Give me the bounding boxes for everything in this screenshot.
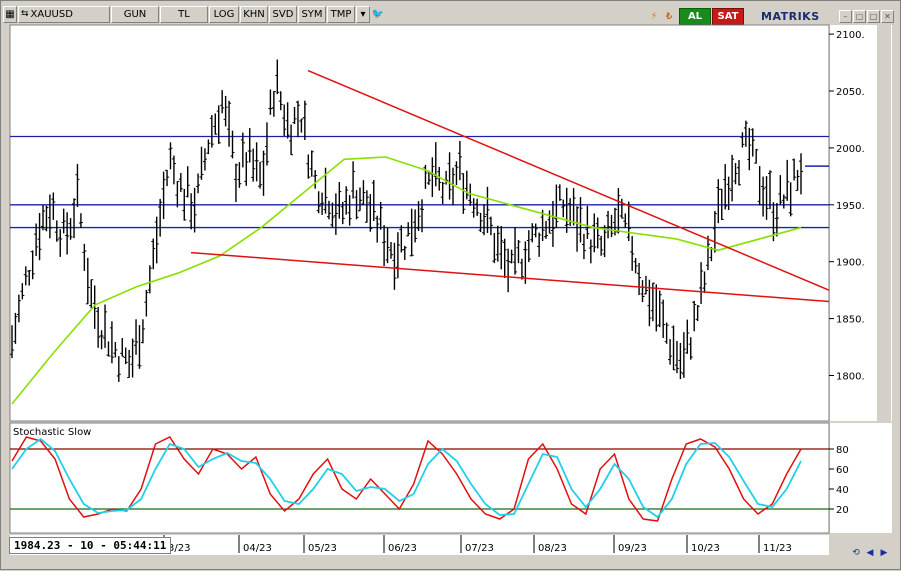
grid-icon[interactable]: ▦: [3, 5, 17, 23]
currency-button[interactable]: TL: [160, 5, 208, 23]
compare-icon: ⇆: [21, 8, 29, 19]
time-tick-label: 08/23: [538, 543, 567, 554]
svd-button[interactable]: SVD: [269, 5, 297, 23]
close-button[interactable]: ✕: [881, 10, 894, 23]
time-tick-label: 3/23: [168, 543, 190, 554]
stochastic-panel-bg: [9, 422, 830, 534]
price-tick-label: 2100.: [836, 30, 865, 41]
stoch-tick-label: 40: [836, 485, 849, 496]
stochastic-layer: [10, 436, 829, 522]
restore-button[interactable]: ▢: [853, 10, 866, 23]
time-tick-label: 10/23: [691, 543, 720, 554]
khn-button[interactable]: KHN: [240, 5, 268, 23]
sym-button[interactable]: SYM: [298, 5, 326, 23]
price-tick-label: 1800.: [836, 371, 865, 382]
time-tick-label: 04/23: [243, 543, 272, 554]
time-tick-label: 09/23: [618, 543, 647, 554]
trendline: [307, 69, 830, 291]
stoch-tick-label: 80: [836, 445, 849, 456]
price-tick-label: 2000.: [836, 144, 865, 155]
lightning-icon[interactable]: ⚡: [650, 11, 658, 22]
toolbar: ▦ ⇆ XAUUSD GUN TL LOG KHN SVD SYM TMP ▾ …: [3, 3, 900, 25]
dropdown-arrow-icon[interactable]: ▾: [356, 5, 370, 23]
stoch-d-line: [11, 437, 802, 519]
stoch-axis-bg: [830, 423, 892, 533]
refresh-icon[interactable]: ⟲: [852, 548, 860, 558]
time-tick-label: 06/23: [388, 543, 417, 554]
time-tick-label: 07/23: [465, 543, 494, 554]
twitter-icon[interactable]: 🐦: [371, 8, 385, 20]
price-readout: 1984.23 - 10 - 05:44:11: [9, 537, 172, 554]
price-panel-bg: [9, 24, 830, 422]
scroll-left-icon[interactable]: ◀: [866, 548, 874, 558]
right-scroll-bg: [877, 25, 891, 421]
time-tick-label: 05/23: [308, 543, 337, 554]
stoch-tick-label: 60: [836, 465, 849, 476]
price-tick-label: 1900.: [836, 258, 865, 269]
scroll-nav: ⟲ ◀ ▶: [849, 547, 891, 561]
price-tick-label: 1950.: [836, 201, 865, 212]
symbol-selector[interactable]: ⇆ XAUUSD: [18, 5, 110, 23]
tmp-button[interactable]: TMP: [327, 5, 355, 23]
price-tick-label: 2050.: [836, 87, 865, 98]
chart-canvas[interactable]: 2100. 2050. 2000. 1950. 1900. 1850. 1800. 80 60 4…: [1, 24, 901, 571]
brand-logo: MATRIKS: [761, 10, 820, 23]
period-button[interactable]: GUN: [111, 5, 159, 23]
time-axis-bg: [10, 535, 829, 555]
trendline: [190, 251, 830, 303]
minimize-button[interactable]: –: [839, 10, 852, 23]
maximize-button[interactable]: □: [867, 10, 880, 23]
currency-toggle-icon[interactable]: ₺: [665, 11, 673, 22]
stoch-tick-label: 20: [836, 505, 849, 516]
sell-button[interactable]: SAT: [712, 8, 744, 25]
time-tick-label: 11/23: [763, 543, 792, 554]
symbol-label: XAUUSD: [30, 8, 73, 20]
price-layer: [10, 59, 830, 405]
log-button[interactable]: LOG: [209, 5, 239, 23]
buy-button[interactable]: AL: [679, 8, 711, 25]
price-tick-label: 1850.: [836, 315, 865, 326]
scroll-right-icon[interactable]: ▶: [880, 548, 888, 558]
stochastic-label: Stochastic Slow: [13, 427, 91, 438]
moving-average-line: [11, 156, 802, 405]
axis-layer: 2100. 2050. 2000. 1950. 1900. 1850. 1800. 80 60 4…: [163, 30, 865, 554]
